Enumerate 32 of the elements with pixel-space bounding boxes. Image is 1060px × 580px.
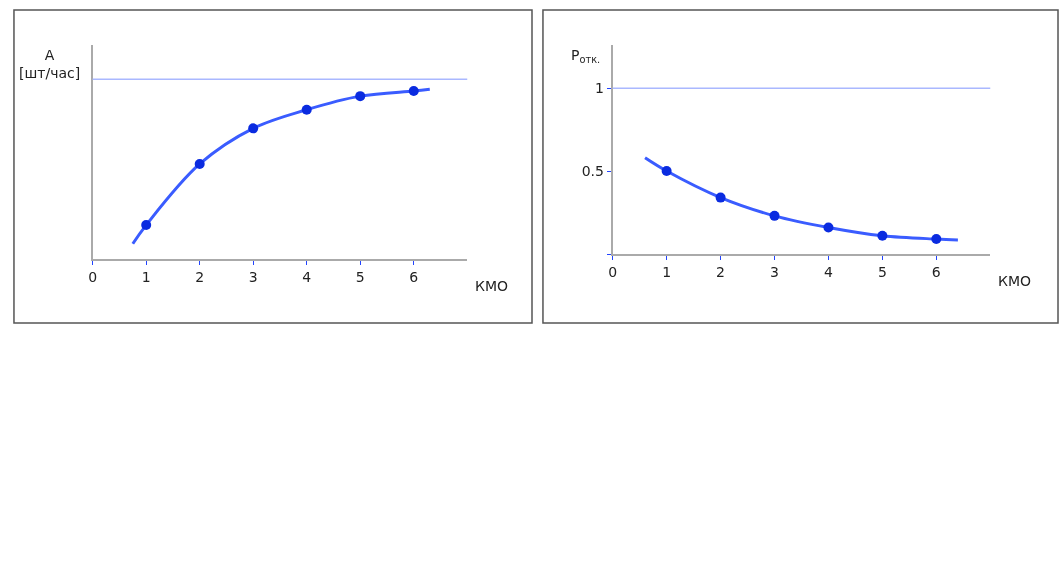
point xyxy=(715,192,726,203)
x-tick-label: 1 xyxy=(141,268,151,285)
x-tick-label: 4 xyxy=(302,268,312,285)
x-axis-title: КМО xyxy=(998,273,1032,289)
x-tick-label: 4 xyxy=(823,263,833,280)
x-tick-label: 5 xyxy=(877,263,887,280)
x-tick-label: 2 xyxy=(195,268,205,285)
x-tick-label: 0 xyxy=(608,263,618,280)
x-tick-label: 1 xyxy=(662,263,672,280)
x-tick-label: 3 xyxy=(248,268,258,285)
x-tick-label: 6 xyxy=(409,268,419,285)
point xyxy=(931,234,942,245)
point xyxy=(769,210,780,221)
x-tick-label: 5 xyxy=(355,268,365,285)
point xyxy=(301,104,312,115)
point xyxy=(141,220,152,231)
point xyxy=(877,230,888,241)
point xyxy=(355,91,366,102)
point xyxy=(408,86,419,97)
point xyxy=(248,123,259,134)
line-series xyxy=(643,156,960,242)
x-axis-title: КМО xyxy=(475,278,509,294)
x-tick-label: 2 xyxy=(716,263,726,280)
point xyxy=(194,158,205,169)
x-tick-label: 6 xyxy=(931,263,941,280)
y-axis-title: P$_{отк.}$ xyxy=(571,47,601,65)
x-tick-label: 3 xyxy=(770,263,779,280)
point xyxy=(661,166,672,177)
y-axis-title: A [шт/час] xyxy=(19,47,81,82)
point xyxy=(823,222,834,233)
x-tick-label: 0 xyxy=(88,268,98,285)
y-tick-label: 0.5 xyxy=(581,162,604,179)
